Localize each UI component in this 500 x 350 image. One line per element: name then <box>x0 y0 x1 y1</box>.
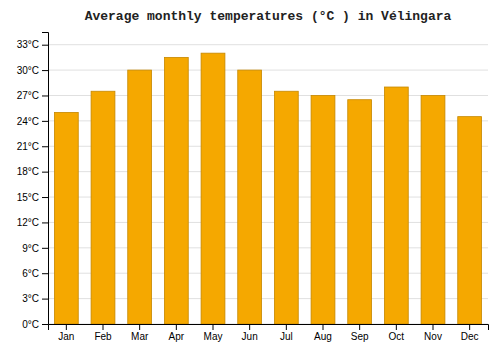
bar <box>164 57 188 324</box>
tick-mark <box>359 324 360 330</box>
tick: Sep <box>351 324 369 342</box>
tick: Mar <box>131 324 149 342</box>
bar <box>238 70 262 324</box>
tick-label: 0°C <box>22 319 39 330</box>
tick-label: 27°C <box>17 90 39 101</box>
tick-mark <box>42 248 48 249</box>
tick-mark <box>42 273 48 274</box>
tick-mark <box>42 172 48 173</box>
x-axis: Jan Feb Mar Apr May Jun Jul Aug Sep Oct Nov Dec <box>49 324 489 342</box>
tick: 24°C <box>17 116 48 127</box>
tick: Jan <box>58 324 74 342</box>
grid-line <box>48 70 488 71</box>
tick: Nov <box>424 324 442 342</box>
bars <box>54 53 481 324</box>
tick-label: 12°C <box>17 217 39 228</box>
tick-mark <box>42 299 48 300</box>
chart: Jan Feb Mar Apr May Jun Jul Aug Sep Oct Nov Dec 0°C 3… <box>0 0 500 350</box>
bar <box>274 91 298 324</box>
tick: 6°C <box>22 268 48 279</box>
tick-label: Dec <box>461 331 479 342</box>
bar <box>91 91 115 324</box>
tick: 33°C <box>17 39 48 50</box>
tick: Dec <box>461 324 479 342</box>
tick-label: Feb <box>94 331 112 342</box>
bar <box>201 53 225 324</box>
axis-line <box>49 325 489 331</box>
bar <box>54 112 78 324</box>
tick-label: 9°C <box>22 243 39 254</box>
tick-mark <box>176 324 177 330</box>
tick-mark <box>396 324 397 330</box>
tick: Aug <box>314 324 332 342</box>
tick-label: 3°C <box>22 293 39 304</box>
tick-label: Sep <box>351 331 369 342</box>
tick-mark <box>42 121 48 122</box>
tick: 21°C <box>17 141 48 152</box>
tick-label: 15°C <box>17 192 39 203</box>
tick-mark <box>213 324 214 330</box>
tick-label: Jul <box>280 331 293 342</box>
tick-mark <box>103 324 104 330</box>
bar <box>348 100 372 324</box>
tick: 18°C <box>17 166 48 177</box>
tick: Jul <box>280 324 293 342</box>
tick: Apr <box>169 324 185 342</box>
tick: 30°C <box>17 65 48 76</box>
tick-mark <box>42 70 48 71</box>
tick-label: Aug <box>314 331 332 342</box>
title: Average monthly temperatures (°C ) in Vé… <box>85 9 452 24</box>
tick-label: Mar <box>131 331 149 342</box>
tick-mark <box>42 45 48 46</box>
tick-label: 21°C <box>17 141 39 152</box>
tick: 12°C <box>17 217 48 228</box>
y-axis: 0°C 3°C 6°C 9°C 12°C 15°C 18°C 21°C 24°C 27°C 30°C… <box>17 33 49 330</box>
bar <box>128 70 152 324</box>
tick-mark <box>323 324 324 330</box>
grid <box>48 45 488 324</box>
tick: 27°C <box>17 90 48 101</box>
tick: 0°C <box>22 319 48 330</box>
tick-mark <box>433 324 434 330</box>
tick-mark <box>286 324 287 330</box>
tick-mark <box>42 197 48 198</box>
bar <box>458 117 482 324</box>
tick-mark <box>42 146 48 147</box>
tick-label: 33°C <box>17 39 39 50</box>
tick-label: Jan <box>58 331 74 342</box>
tick-label: 18°C <box>17 166 39 177</box>
tick-mark <box>42 95 48 96</box>
tick-label: 30°C <box>17 65 39 76</box>
tick-mark <box>42 222 48 223</box>
tick: Feb <box>94 324 112 342</box>
tick-label: Apr <box>169 331 185 342</box>
tick-mark <box>139 324 140 330</box>
grid-line <box>48 44 488 45</box>
tick-label: 6°C <box>22 268 39 279</box>
tick: 9°C <box>22 243 48 254</box>
tick: 15°C <box>17 192 48 203</box>
tick: Jun <box>242 324 258 342</box>
tick: May <box>204 324 223 342</box>
tick: Oct <box>389 324 405 342</box>
bar <box>311 95 335 324</box>
axis-line <box>42 33 49 325</box>
tick-label: Nov <box>424 331 442 342</box>
tick-label: 24°C <box>17 116 39 127</box>
tick-label: May <box>204 331 223 342</box>
tick-mark <box>42 324 48 325</box>
bar <box>384 87 408 324</box>
tick-label: Oct <box>389 331 405 342</box>
tick-label: Jun <box>242 331 258 342</box>
tick-mark <box>66 324 67 330</box>
tick-mark <box>469 324 470 330</box>
bar <box>421 95 445 324</box>
tick: 3°C <box>22 293 48 304</box>
tick-mark <box>249 324 250 330</box>
plot: Jan Feb Mar Apr May Jun Jul Aug Sep Oct Nov Dec 0°C 3… <box>17 33 489 343</box>
